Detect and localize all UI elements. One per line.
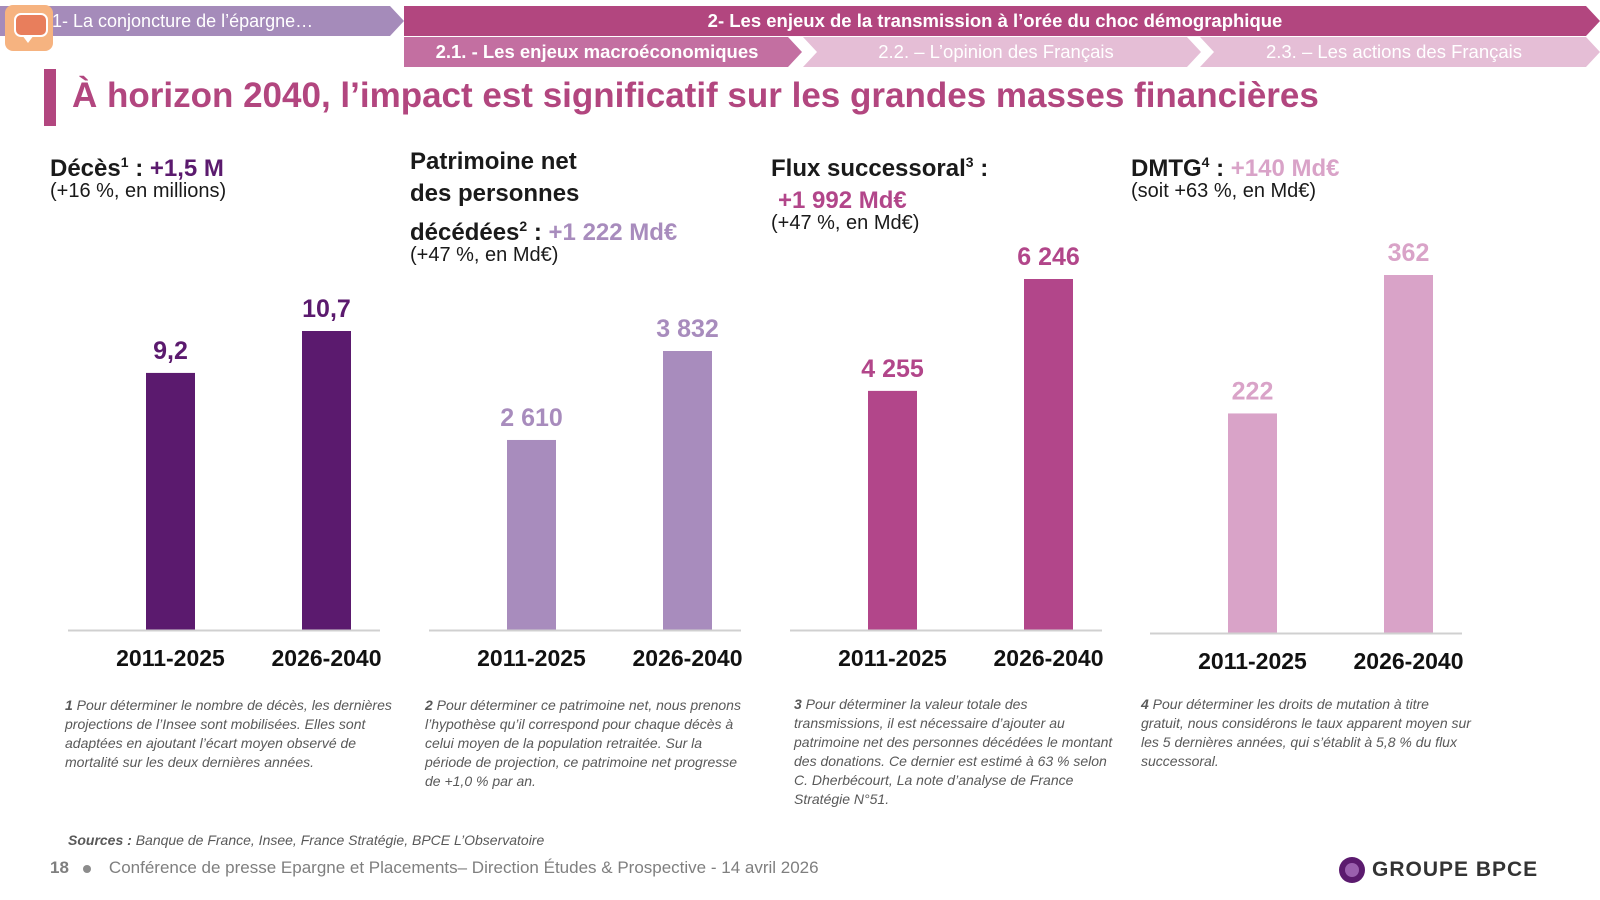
footer-text: Conférence de presse Epargne et Placemen…: [108, 858, 819, 877]
chart-4-category-label-1: 2011-2025: [1198, 648, 1307, 674]
footnote-3: 3 Pour déterminer la valeur totale des t…: [794, 696, 1113, 807]
panel-3-subtitle: (+47 %, en Md€): [771, 212, 920, 234]
chart-1-category-label-2: 2026-2040: [272, 645, 382, 671]
chart-2-data-label-2: 3 832: [656, 315, 719, 343]
chart-2-bar-2: [663, 351, 712, 630]
nav-sub-2[interactable]: 2.2. – L’opinion des Français: [803, 37, 1201, 67]
groupe-bpce-logo: GROUPE BPCE: [1339, 855, 1569, 887]
logo-mark-inner: [1345, 863, 1359, 877]
chart-4-category-label-2: 2026-2040: [1354, 648, 1464, 674]
comment-tail: [22, 35, 34, 43]
footnote-1: 1 Pour déterminer le nombre de décès, le…: [65, 697, 392, 770]
chart-3-data-label-1: 4 255: [861, 355, 924, 383]
panel-4-heading: DMTG4 : +140 Md€: [1131, 154, 1340, 182]
panel-1-heading: Décès1 : +1,5 M: [50, 154, 224, 182]
chart-2-data-label-1: 2 610: [500, 404, 563, 432]
footnote-4: 4 Pour déterminer les droits de mutation…: [1141, 696, 1471, 769]
footer: 18 Conférence de presse Epargne et Placem…: [50, 858, 819, 878]
sources: Sources : Banque de France, Insee, Franc…: [68, 832, 545, 848]
page-title: À horizon 2040, l’impact est significati…: [72, 76, 1319, 115]
footer-dot: [82, 864, 91, 873]
panel-4-subtitle: (soit +63 %, en Md€): [1131, 180, 1317, 202]
panel-2-subtitle: (+47 %, en Md€): [410, 244, 559, 266]
comment-icon[interactable]: [5, 5, 53, 51]
nav-sub-3[interactable]: 2.3. – Les actions des Français: [1200, 37, 1600, 67]
title-accent-bar: [44, 69, 56, 126]
chart-1-bar-2: [302, 331, 351, 630]
chart-2-category-label-1: 2011-2025: [477, 645, 586, 671]
chart-3-bar-1: [868, 390, 917, 630]
chart-3-data-label-2: 6 246: [1017, 243, 1080, 271]
page-number: 18: [50, 858, 69, 877]
panel-3-heading: Flux successoral3 : +1 992 Md€: [771, 154, 989, 214]
chart-1-bar-1: [146, 372, 195, 630]
chart-3-category-label-2: 2026-2040: [994, 645, 1104, 671]
chart-4-data-label-1: 222: [1232, 377, 1274, 405]
nav-section-1[interactable]: 1- La conjoncture de l’épargne…: [0, 6, 404, 36]
chart-3-category-label-1: 2011-2025: [838, 645, 947, 671]
chart-1-data-label-2: 10,7: [302, 295, 351, 323]
chart-2-category-label-2: 2026-2040: [633, 645, 743, 671]
nav-section-2[interactable]: 2- Les enjeux de la transmission à l’oré…: [404, 6, 1600, 36]
footnote-2: 2 Pour déterminer ce patrimoine net, nou…: [425, 697, 741, 789]
panel-1-subtitle: (+16 %, en millions): [50, 180, 227, 202]
chart-1-data-label-1: 9,2: [153, 337, 188, 365]
chart-4-bar-2: [1384, 275, 1433, 633]
chart-2-bar-1: [507, 439, 556, 630]
panel-2-heading: Patrimoine net des personnes décédées2 :…: [410, 148, 678, 246]
chart-4-data-label-2: 362: [1388, 239, 1430, 267]
chart-4-bar-1: [1228, 413, 1277, 633]
chart-3-bar-2: [1024, 279, 1073, 630]
chart-1-category-label-1: 2011-2025: [116, 645, 225, 671]
nav-sub-1[interactable]: 2.1. - Les enjeux macroéconomiques: [404, 37, 802, 67]
